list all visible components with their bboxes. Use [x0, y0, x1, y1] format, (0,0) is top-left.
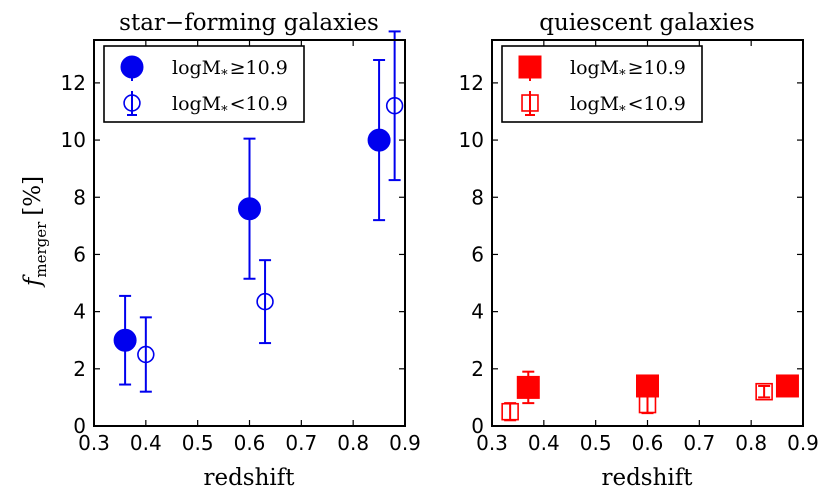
legend-marker: [518, 55, 542, 79]
x-tick-label: 0.4: [528, 431, 560, 455]
legend-marker: [123, 94, 141, 112]
y-tick-label: 4: [73, 300, 86, 324]
x-tick-label: 0.4: [130, 431, 162, 455]
y-axis-label-main: f: [20, 274, 46, 288]
y-tick-label: 8: [471, 185, 484, 209]
x-tick-label: 0.3: [78, 431, 110, 455]
x-tick-label: 0.8: [337, 431, 369, 455]
x-tick-label: 0.7: [285, 431, 317, 455]
x-tick-label: 0.8: [735, 431, 767, 455]
legend-label: logM* <10.9: [570, 93, 686, 119]
plot-area-quiescent: [492, 370, 803, 427]
y-tick-label: 2: [73, 357, 86, 381]
data-point-low-mass: [385, 97, 404, 115]
legend-label-rest: ≥10.9: [230, 57, 288, 79]
y-tick-label: 6: [471, 242, 484, 266]
data-point-high-mass: [113, 328, 137, 352]
y-tick-label: 4: [471, 300, 484, 324]
x-tick-label: 0.5: [182, 431, 214, 455]
chart-title-star-forming: star−forming galaxies: [119, 10, 379, 36]
panel-quiescent: quiescent galaxies redshift logM* ≥10.9lo…: [459, 10, 819, 491]
legend-label-main: logM: [172, 93, 221, 115]
x-tick-label: 0.5: [580, 431, 612, 455]
legend-label-sub: *: [221, 68, 228, 83]
x-tick-label: 0.9: [389, 431, 421, 455]
legend-label: logM* <10.9: [172, 93, 288, 119]
legend-label-main: logM: [172, 57, 221, 79]
data-point-low-mass: [638, 395, 657, 414]
legend-label-sub: *: [221, 104, 228, 119]
y-tick-label: 6: [73, 242, 86, 266]
x-tick-label: 0.6: [632, 431, 664, 455]
data-point-low-mass: [137, 345, 155, 364]
legend-label-sub: *: [619, 68, 626, 83]
data-point-low-mass: [755, 382, 773, 401]
legend-label-main: logM: [570, 57, 619, 79]
legend-label-rest: <10.9: [230, 93, 288, 115]
y-axis-label-sub: merger: [32, 221, 50, 278]
data-point-high-mass: [367, 128, 391, 152]
data-point-high-mass: [775, 374, 799, 398]
y-tick-label: 10: [459, 128, 484, 152]
data-point-high-mass: [516, 375, 540, 399]
data-point-high-mass: [238, 197, 261, 221]
x-tick-label: 0.9: [787, 431, 819, 455]
y-tick-label: 8: [73, 185, 86, 209]
data-point-low-mass: [501, 402, 519, 421]
x-tick-label: 0.7: [683, 431, 715, 455]
y-tick-label: 2: [471, 357, 484, 381]
y-axis-label-unit: [%]: [20, 176, 46, 216]
legend-label-rest: ≥10.9: [628, 57, 686, 79]
legend-label: logM* ≥10.9: [172, 57, 288, 83]
legend-label-main: logM: [570, 93, 619, 115]
legend-label-sub: *: [619, 104, 626, 119]
x-tick-label: 0.3: [476, 431, 508, 455]
data-point-low-mass: [256, 292, 274, 311]
data-point-high-mass: [636, 374, 659, 398]
legend-marker: [120, 55, 144, 79]
y-axis-label: fmerger [%]: [20, 176, 50, 288]
x-axis-label-quiescent: redshift: [601, 465, 693, 491]
chart-title-quiescent: quiescent galaxies: [539, 10, 754, 36]
y-tick-label: 12: [459, 71, 484, 95]
panel-star-forming: star−forming galaxies redshift fmerger [%…: [20, 10, 421, 491]
x-axis-label-star-forming: redshift: [203, 465, 295, 491]
legend-label-rest: <10.9: [628, 93, 686, 115]
y-tick-label: 10: [61, 128, 86, 152]
legend-marker: [521, 94, 539, 112]
y-tick-label: 0: [471, 414, 484, 438]
y-tick-label: 0: [73, 414, 86, 438]
y-tick-label: 12: [61, 71, 86, 95]
legend-label: logM* ≥10.9: [570, 57, 686, 83]
x-tick-label: 0.6: [234, 431, 266, 455]
